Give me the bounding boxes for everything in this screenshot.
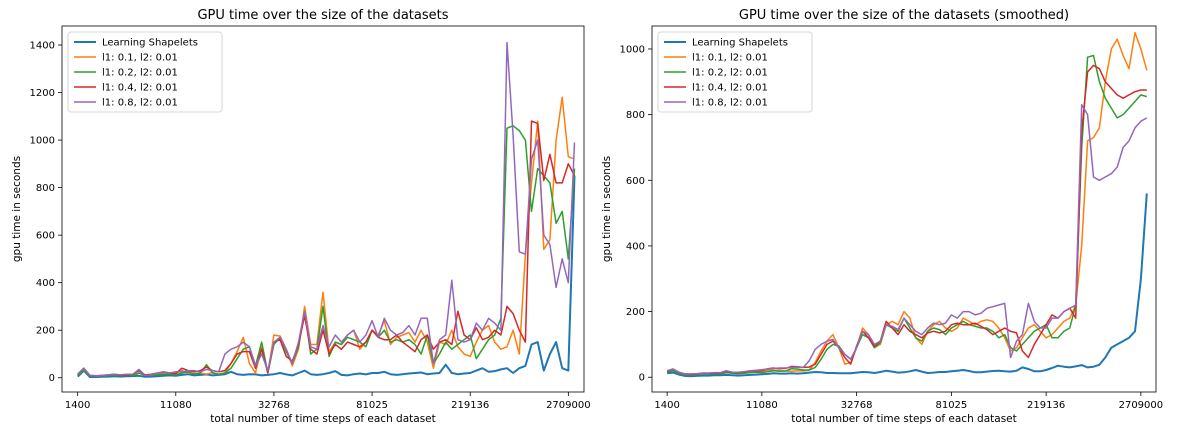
legend-label: Learning Shapelets xyxy=(102,38,198,49)
y-tick-label: 800 xyxy=(626,110,645,121)
x-tick-label: 219136 xyxy=(451,400,489,411)
chart-panel-2: GPU time over the size of the datasets (… xyxy=(601,8,1163,425)
plot-area-frame xyxy=(651,25,1157,393)
y-tick-label: 400 xyxy=(626,241,645,252)
y-axis-label: gpu time in seconds xyxy=(11,156,23,262)
series-group xyxy=(76,41,576,378)
x-tick-label: 11080 xyxy=(746,400,778,411)
x-tick-label: 81025 xyxy=(935,400,967,411)
y-tick-label: 600 xyxy=(626,176,645,187)
legend-frame xyxy=(657,31,813,113)
series-group xyxy=(666,31,1148,378)
legend-frame xyxy=(67,31,223,113)
y-tick-label: 400 xyxy=(36,278,55,289)
y-tick-label: 200 xyxy=(626,307,645,318)
series-line-3 xyxy=(77,125,576,378)
y-tick-label: 1400 xyxy=(30,41,55,52)
plot-area-frame xyxy=(61,25,585,393)
y-tick-label: 1000 xyxy=(30,136,55,147)
series-line-5 xyxy=(77,41,576,377)
x-axis-label: total number of time steps of each datas… xyxy=(791,413,1017,425)
legend: Learning Shapelets l1: 0.1, l2: 0.01 l1: 0… xyxy=(67,31,223,113)
x-tick-label: 11080 xyxy=(160,400,192,411)
x-tick-label: 32768 xyxy=(258,400,290,411)
y-tick-label: 800 xyxy=(36,183,55,194)
legend-label: l1: 0.8, l2: 0.01 xyxy=(692,98,768,109)
y-tick-label: 0 xyxy=(639,373,645,384)
x-tick-label: 1400 xyxy=(654,400,679,411)
legend-label: l1: 0.8, l2: 0.01 xyxy=(102,98,178,109)
legend-label: l1: 0.2, l2: 0.01 xyxy=(692,68,768,79)
legend-label: l1: 0.1, l2: 0.01 xyxy=(692,53,768,64)
x-axis-label: total number of time steps of each datas… xyxy=(210,413,436,425)
x-tick-label: 2709000 xyxy=(546,400,591,411)
legend-label: l1: 0.2, l2: 0.01 xyxy=(102,68,178,79)
legend-label: l1: 0.4, l2: 0.01 xyxy=(692,83,768,94)
y-tick-label: 0 xyxy=(49,373,55,384)
series-line-5 xyxy=(666,104,1148,375)
x-tick-label: 1400 xyxy=(65,400,90,411)
y-axis-label: gpu time in seconds xyxy=(601,156,613,262)
y-tick-label: 1000 xyxy=(620,44,645,55)
chart-title: GPU time over the size of the datasets (… xyxy=(739,8,1069,23)
legend: Learning Shapelets l1: 0.1, l2: 0.01 l1: 0… xyxy=(657,31,813,113)
series-line-3 xyxy=(666,54,1148,376)
y-tick-label: 1200 xyxy=(30,88,55,99)
legend-label: l1: 0.4, l2: 0.01 xyxy=(102,83,178,94)
x-tick-label: 219136 xyxy=(1027,400,1065,411)
chart-title: GPU time over the size of the datasets xyxy=(197,8,448,23)
x-tick-label: 32768 xyxy=(841,400,873,411)
series-line-1 xyxy=(76,175,576,378)
legend-label: l1: 0.1, l2: 0.01 xyxy=(102,53,178,64)
y-tick-label: 600 xyxy=(36,231,55,242)
x-tick-label: 2709000 xyxy=(1119,400,1164,411)
chart-panel-1: GPU time over the size of the datasets 0 2… xyxy=(11,8,591,425)
series-line-1 xyxy=(666,193,1148,378)
x-tick-label: 81025 xyxy=(356,400,388,411)
y-tick-label: 200 xyxy=(36,326,55,337)
legend-label: Learning Shapelets xyxy=(692,38,788,49)
